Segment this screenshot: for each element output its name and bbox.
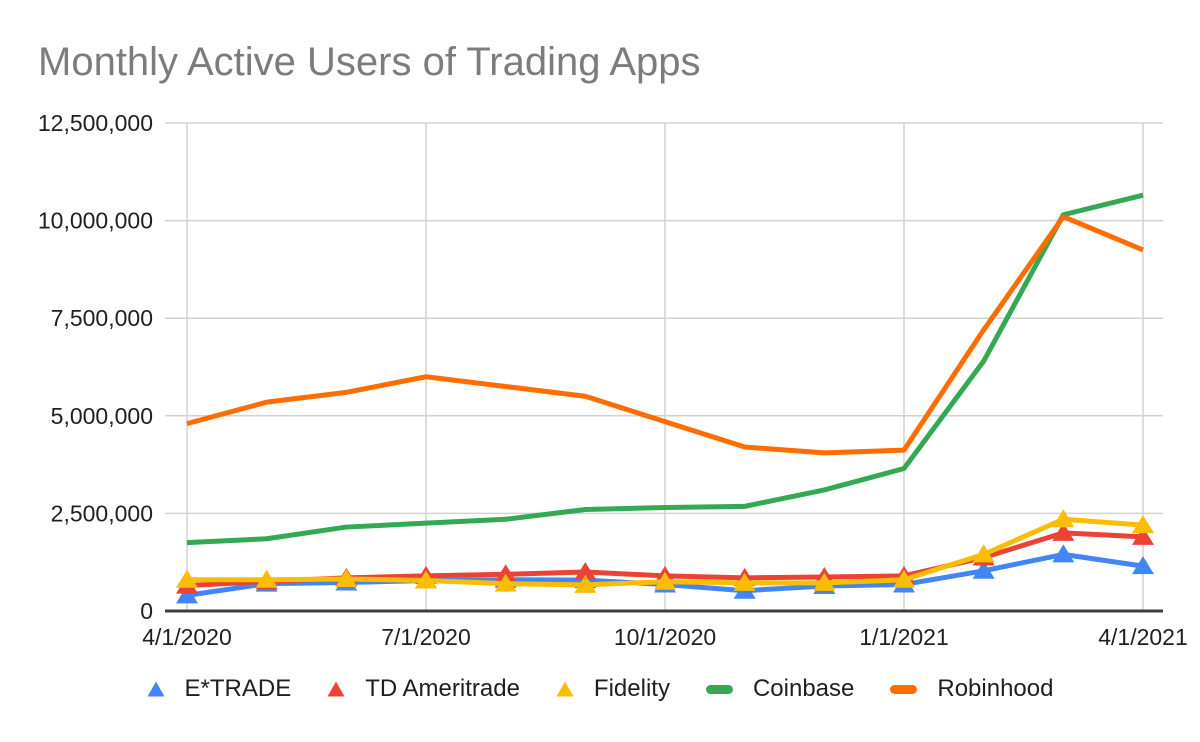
legend-line-swatch-robinhood	[890, 684, 918, 694]
series-line-coinbase	[186, 192, 1144, 546]
y-axis-tick-label: 0	[140, 598, 153, 624]
data-point-td-ameritrade	[1132, 526, 1154, 545]
legend-item-coinbase: Coinbase	[705, 675, 855, 703]
data-point-td-ameritrade	[494, 564, 517, 583]
y-axis-tick-label: 10,000,000	[38, 208, 153, 234]
legend-line-swatch-coinbase	[705, 684, 733, 694]
legend-label-coinbase: Coinbase	[752, 675, 855, 702]
chart-legend: E*TRADE TD Ameritrade Fidelity Coinbase Robi…	[0, 669, 1200, 709]
x-axis-tick-label: 10/1/2020	[614, 624, 716, 650]
data-point-fidelity	[1132, 515, 1154, 534]
chart-title: Monthly Active Users of Trading Apps	[38, 40, 701, 84]
data-point-fidelity	[415, 570, 437, 589]
data-point-fidelity	[654, 571, 676, 590]
data-point-fidelity	[255, 569, 278, 588]
x-axis-tick-label: 1/1/2021	[859, 624, 949, 650]
x-axis-tick-label: 4/1/2020	[142, 624, 232, 650]
data-point-e-trade	[972, 560, 995, 579]
y-axis-tick-label: 12,500,000	[38, 110, 153, 136]
legend-triangle-marker-fidelity	[556, 681, 574, 697]
data-point-fidelity	[176, 569, 198, 588]
legend-label-fidelity: Fidelity	[593, 675, 670, 702]
data-point-td-ameritrade	[1052, 522, 1075, 541]
y-axis-tick-label: 7,500,000	[51, 305, 153, 331]
data-point-e-trade	[176, 585, 198, 604]
data-point-fidelity	[733, 572, 756, 591]
legend-item-td-ameritrade: TD Ameritrade	[327, 675, 520, 703]
data-point-fidelity	[494, 573, 517, 592]
legend-label-e-trade: E*TRADE	[184, 675, 292, 702]
data-point-fidelity	[813, 572, 836, 591]
y-axis-tick-label: 2,500,000	[51, 500, 153, 526]
legend-item-fidelity: Fidelity	[556, 675, 670, 703]
data-point-e-trade	[1052, 544, 1075, 563]
series-line-robinhood	[186, 214, 1144, 456]
data-point-fidelity	[972, 544, 995, 563]
legend-item-robinhood: Robinhood	[890, 675, 1053, 703]
legend-triangle-marker-e-trade	[147, 681, 165, 697]
y-axis-tick-label: 5,000,000	[51, 403, 153, 429]
data-point-fidelity	[893, 569, 915, 588]
data-point-e-trade	[1132, 556, 1154, 575]
legend-label-robinhood: Robinhood	[937, 675, 1054, 702]
legend-triangle-marker-td-ameritrade	[327, 681, 345, 697]
x-axis-tick-label: 7/1/2020	[381, 624, 471, 650]
legend-item-e-trade: E*TRADE	[147, 675, 292, 703]
data-point-td-ameritrade	[574, 561, 597, 580]
data-point-fidelity	[574, 574, 597, 593]
x-axis-tick-label: 4/1/2021	[1098, 624, 1188, 650]
data-point-fidelity	[335, 568, 358, 587]
data-point-fidelity	[1052, 509, 1075, 528]
legend-label-td-ameritrade: TD Ameritrade	[365, 675, 520, 702]
